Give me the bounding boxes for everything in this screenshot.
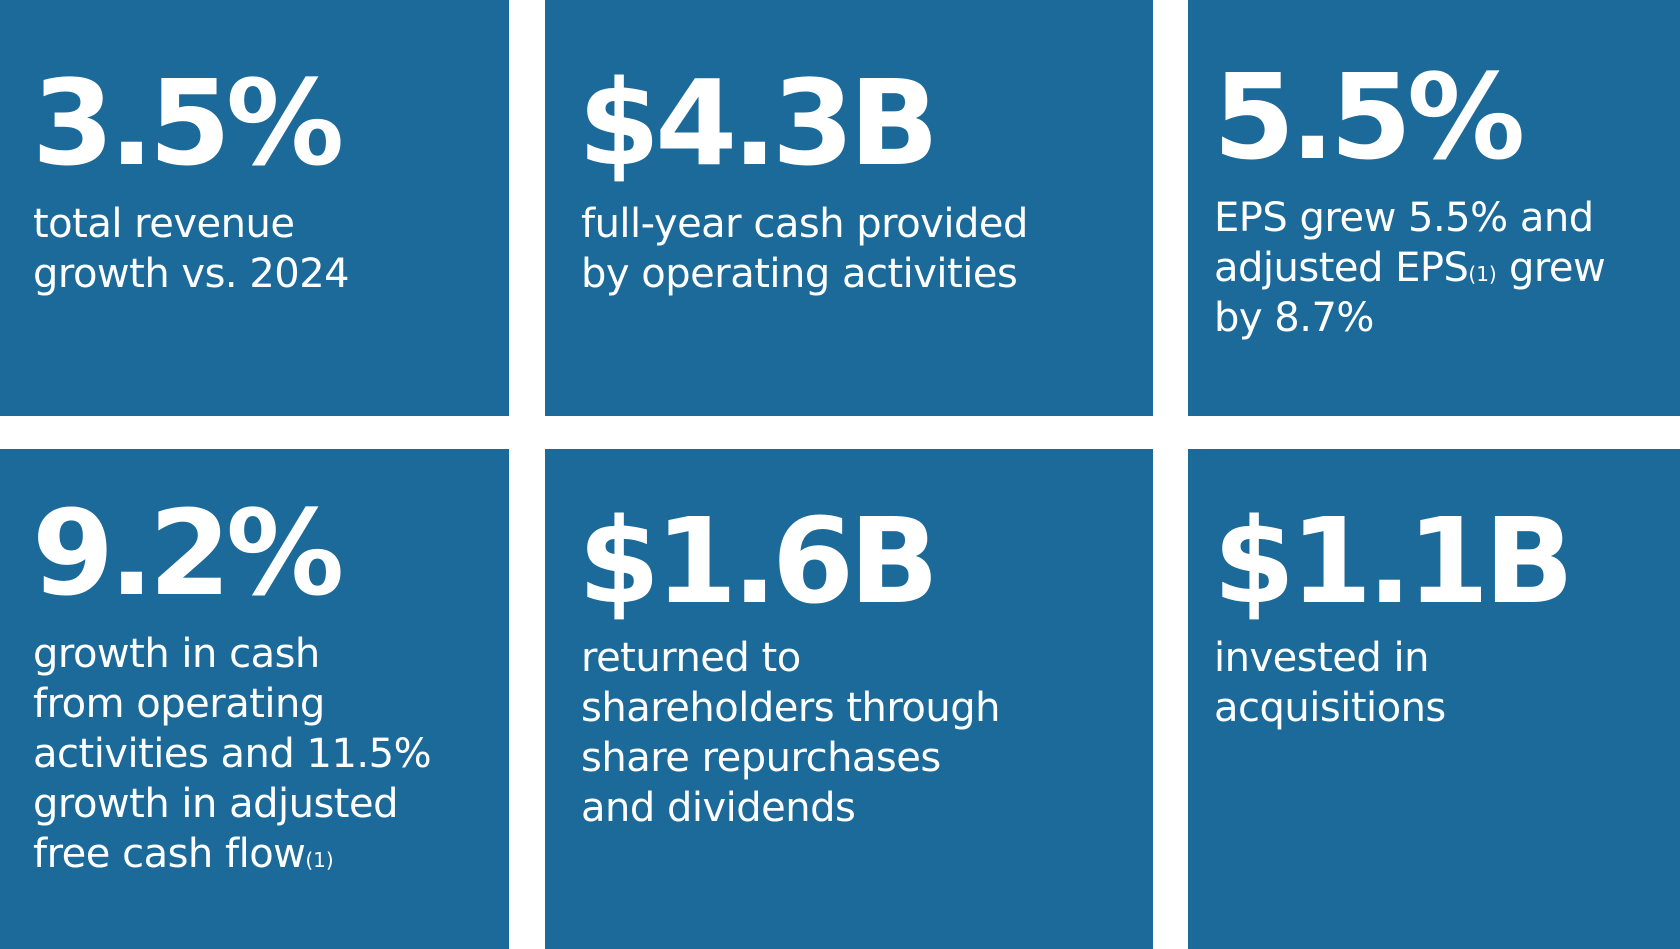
description-line: and dividends bbox=[581, 785, 856, 831]
description-text: adjusted EPS bbox=[1214, 245, 1469, 291]
description-line: growth vs. 2024 bbox=[33, 251, 350, 297]
description-line: activities and 11.5% bbox=[33, 731, 432, 777]
description-line: invested in bbox=[1214, 635, 1429, 681]
description-line: from operating bbox=[33, 681, 325, 727]
stat-description: EPS grew 5.5% and adjusted EPS(1) grew b… bbox=[1214, 193, 1606, 343]
stat-description: total revenue growth vs. 2024 bbox=[33, 199, 350, 299]
stat-tile-shareholder-returns: $1.6B returned to shareholders through s… bbox=[545, 449, 1153, 949]
stat-description: full-year cash provided by operating act… bbox=[581, 199, 1028, 299]
footnote-marker: (1) bbox=[305, 848, 334, 872]
stat-description: invested in acquisitions bbox=[1214, 633, 1446, 733]
stat-value: 5.5% bbox=[1213, 48, 1525, 186]
stat-value: $4.3B bbox=[578, 54, 939, 192]
description-text: free cash flow bbox=[33, 831, 306, 877]
stat-tile-eps-growth: 5.5% EPS grew 5.5% and adjusted EPS(1) g… bbox=[1188, 0, 1680, 416]
footnote-marker: (1) bbox=[1468, 262, 1497, 286]
description-line: free cash flow(1) bbox=[33, 829, 431, 879]
description-line: acquisitions bbox=[1214, 685, 1446, 731]
stat-description: growth in cash from operating activities… bbox=[33, 629, 432, 879]
description-line: share repurchases bbox=[581, 735, 941, 781]
description-line: total revenue bbox=[33, 201, 295, 247]
stat-value: 9.2% bbox=[32, 484, 344, 622]
stat-tile-revenue-growth: 3.5% total revenue growth vs. 2024 bbox=[0, 0, 509, 416]
description-line: returned to bbox=[581, 635, 801, 681]
stat-value: 3.5% bbox=[32, 54, 344, 192]
stat-value: $1.6B bbox=[578, 492, 939, 630]
description-line: adjusted EPS(1) grew bbox=[1214, 243, 1606, 293]
description-line: full-year cash provided bbox=[581, 201, 1028, 247]
description-line: shareholders through bbox=[581, 685, 1000, 731]
stat-description: returned to shareholders through share r… bbox=[581, 633, 1000, 833]
description-line: EPS grew 5.5% and bbox=[1214, 195, 1594, 241]
stat-tile-cash-flow-growth: 9.2% growth in cash from operating activ… bbox=[0, 449, 509, 949]
description-line: growth in adjusted bbox=[33, 781, 398, 827]
stat-tile-operating-cash: $4.3B full-year cash provided by operati… bbox=[545, 0, 1153, 416]
stat-tile-acquisitions: $1.1B invested in acquisitions bbox=[1188, 449, 1680, 949]
description-line: growth in cash bbox=[33, 631, 320, 677]
stat-value: $1.1B bbox=[1213, 492, 1574, 630]
description-line: by 8.7% bbox=[1214, 295, 1374, 341]
description-line: by operating activities bbox=[581, 251, 1018, 297]
description-text: grew bbox=[1496, 245, 1606, 291]
